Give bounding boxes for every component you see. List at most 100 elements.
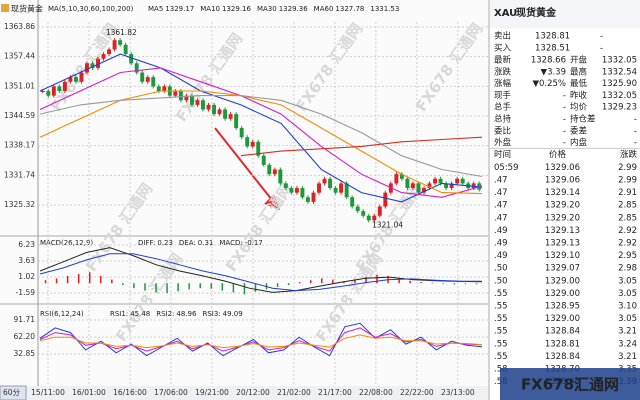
candle xyxy=(394,174,399,184)
quote-name: 现货黄金 xyxy=(516,6,557,19)
candle xyxy=(123,44,128,55)
quote-label: 委比 xyxy=(494,125,511,136)
trade-change: 2.99 xyxy=(618,163,637,173)
annotation-arrow-head xyxy=(264,194,280,210)
quote-value: - xyxy=(634,138,637,148)
candle xyxy=(339,183,344,193)
candle xyxy=(90,63,95,68)
candle xyxy=(46,91,51,96)
x-tick-label: 22/08:00 xyxy=(359,388,393,397)
candle xyxy=(217,109,222,115)
quote-value: 1328.66 xyxy=(531,56,566,66)
trade-price: 1328.84 xyxy=(545,352,580,362)
candle xyxy=(361,211,366,216)
candle xyxy=(156,86,161,92)
quote-label: 开盘 xyxy=(570,55,588,66)
legend-value: 1329.17 xyxy=(165,5,194,13)
quote-value: - xyxy=(634,126,637,136)
trade-time: .55 xyxy=(494,302,508,312)
indicator-line xyxy=(240,136,483,157)
y-tick-label: -1.59 xyxy=(16,288,36,297)
trade-change: 3.05 xyxy=(618,276,637,286)
candle xyxy=(118,40,123,45)
candle xyxy=(317,183,321,193)
quote-value: 1332.05 xyxy=(602,91,637,101)
legend-name: DEA: xyxy=(179,239,196,247)
candle xyxy=(234,114,239,128)
trade-price: 1329.00 xyxy=(545,289,580,299)
trade-time: .55 xyxy=(494,289,508,299)
candle xyxy=(201,100,205,110)
quote-label: 现手 xyxy=(494,90,512,101)
trade-price: 1328.84 xyxy=(545,327,580,337)
x-tick-label: 19/21:00 xyxy=(195,388,229,397)
indicator-line xyxy=(39,327,483,352)
trade-change: 2.85 xyxy=(618,213,637,223)
legend-name: RSI3: xyxy=(202,310,220,318)
y-tick-label: 1363.86 xyxy=(4,22,35,31)
candle xyxy=(223,109,228,119)
quote-label: 最低 xyxy=(570,78,588,89)
x-tick-label: 21/02:00 xyxy=(277,388,311,397)
candle xyxy=(444,183,449,189)
legend-value: 0.31 xyxy=(198,239,214,247)
candle xyxy=(195,100,200,105)
instrument-icon xyxy=(1,4,9,12)
quote-value: - xyxy=(563,126,566,136)
candle xyxy=(278,169,283,184)
trade-price: 1329.20 xyxy=(545,213,580,223)
candle xyxy=(206,104,211,110)
quote-extra: - xyxy=(600,44,603,54)
y-tick-label: 1351.01 xyxy=(4,81,35,90)
quote-label: 总持 xyxy=(494,114,512,125)
candle xyxy=(283,183,288,189)
candle xyxy=(433,178,437,184)
ma-params: MA(5,10,30,60,100,200) xyxy=(48,5,134,13)
trade-time: 05:59 xyxy=(494,163,519,173)
y-tick-label: 3.63 xyxy=(18,256,35,265)
candle xyxy=(366,215,371,221)
quote-label: 委差 xyxy=(570,125,587,136)
candle xyxy=(422,188,426,193)
quote-value: - xyxy=(563,103,566,113)
quote-value: 1328.81 xyxy=(535,32,570,42)
legend-value: 0.23 xyxy=(157,239,173,247)
trade-time: .55 xyxy=(494,314,508,324)
candle xyxy=(73,77,78,82)
candle xyxy=(62,81,67,92)
trade-price: 1329.07 xyxy=(545,264,580,274)
trade-change: 2.98 xyxy=(618,264,637,274)
candle xyxy=(399,174,404,179)
period-dropdown[interactable] xyxy=(0,385,27,400)
x-axis-bar xyxy=(0,386,488,400)
candle xyxy=(333,188,338,193)
candle xyxy=(40,91,45,93)
quote-label: 昨收 xyxy=(570,90,588,101)
quote-label: 卖出 xyxy=(494,31,511,42)
trade-price: 1329.13 xyxy=(545,239,580,249)
trade-time: .55 xyxy=(494,339,508,349)
trade-time: .47 xyxy=(494,201,508,211)
quote-label: 均价 xyxy=(570,102,588,113)
trade-price: 1329.06 xyxy=(545,163,580,173)
trade-time: .49 xyxy=(494,226,508,236)
candle xyxy=(383,192,388,207)
quote-label: 涨幅 xyxy=(494,78,512,89)
y-tick-label: 1331.74 xyxy=(4,170,35,179)
indicator-line xyxy=(39,253,483,292)
legend-name: RSI1: xyxy=(110,310,128,318)
period-label[interactable]: 60分 xyxy=(3,388,21,397)
y-tick-label: 1344.59 xyxy=(4,111,35,120)
legend-name: RSI2: xyxy=(156,310,174,318)
trade-time: .49 xyxy=(494,251,508,261)
candle xyxy=(261,155,266,165)
candle xyxy=(151,77,156,87)
quote-label: 内盘 xyxy=(570,137,588,148)
candle xyxy=(460,178,465,184)
candle xyxy=(189,95,194,105)
y-tick-label: 62.20 xyxy=(14,332,36,341)
trade-price: 1329.00 xyxy=(545,314,580,324)
candle xyxy=(471,183,476,189)
candle xyxy=(306,197,310,202)
